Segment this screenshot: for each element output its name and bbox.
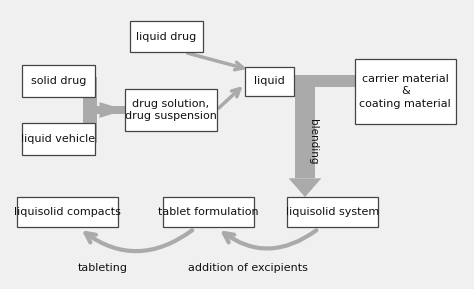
FancyBboxPatch shape: [125, 89, 217, 131]
Text: liquisolid system: liquisolid system: [286, 207, 379, 217]
Text: liquisolid compacts: liquisolid compacts: [14, 207, 121, 217]
Text: solid drug: solid drug: [31, 76, 86, 86]
Text: blending: blending: [309, 119, 319, 165]
Text: drug solution,
drug suspension: drug solution, drug suspension: [125, 99, 217, 121]
FancyBboxPatch shape: [163, 197, 254, 227]
FancyBboxPatch shape: [22, 65, 95, 97]
Bar: [292, 75, 357, 87]
Text: liquid vehicle: liquid vehicle: [21, 134, 95, 144]
Polygon shape: [100, 102, 125, 118]
Bar: [83, 77, 97, 143]
Polygon shape: [289, 178, 321, 197]
Bar: [90, 106, 151, 114]
FancyBboxPatch shape: [22, 123, 95, 155]
Text: tableting: tableting: [78, 263, 128, 273]
Text: liquid drug: liquid drug: [136, 32, 196, 42]
FancyBboxPatch shape: [355, 59, 456, 124]
Text: carrier material
&
coating material: carrier material & coating material: [359, 74, 451, 109]
FancyBboxPatch shape: [18, 197, 118, 227]
Bar: [295, 87, 315, 178]
FancyBboxPatch shape: [287, 197, 378, 227]
FancyBboxPatch shape: [245, 67, 294, 96]
Text: liquid: liquid: [254, 76, 285, 86]
FancyBboxPatch shape: [130, 21, 202, 53]
Text: addition of excipients: addition of excipients: [188, 263, 308, 273]
Text: tablet formulation: tablet formulation: [158, 207, 259, 217]
